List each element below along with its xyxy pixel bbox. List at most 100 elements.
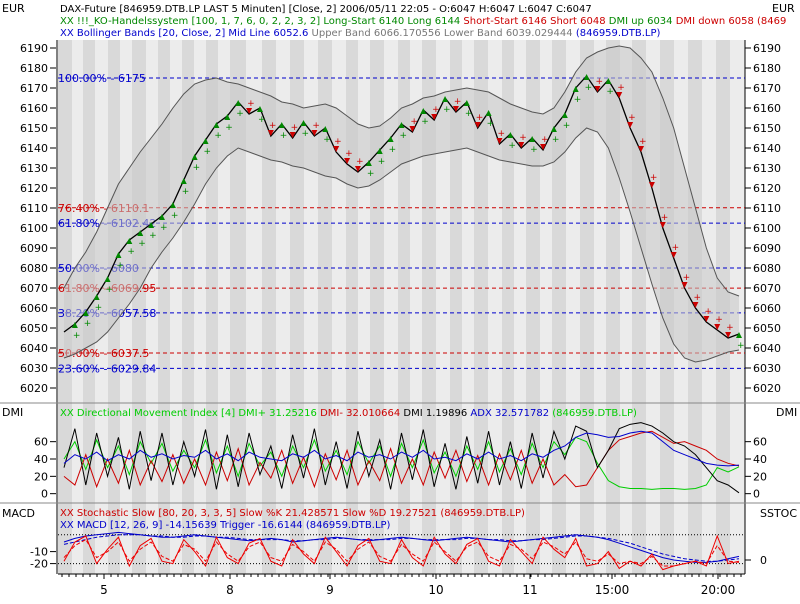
dmi-series-dmi: [63, 422, 740, 494]
session-band: [246, 40, 262, 574]
long-plus-marker: +: [204, 147, 212, 157]
price-left-tick-label: 6120: [20, 182, 48, 195]
short-signal-marker: [311, 130, 318, 136]
long-signal-marker: [420, 108, 427, 114]
long-plus-marker: +: [214, 131, 222, 141]
bollinger-bands-text: Upper Band 6066.170556 Lower Band 6039.0…: [312, 28, 573, 39]
dmi-legend-name: XX Directional Movement Index [4] DMI+ 3…: [60, 408, 317, 419]
long-plus-marker: +: [323, 135, 331, 145]
short-signal-marker: [518, 142, 525, 148]
long-plus-marker: +: [530, 145, 538, 155]
long-plus-marker: +: [465, 109, 473, 119]
price-left-tick-label: 6090: [20, 242, 48, 255]
short-signal-marker: [670, 252, 677, 258]
short-signal-marker: [496, 138, 503, 144]
price-right-tick-label: 6060: [753, 302, 781, 315]
long-signal-marker: [398, 122, 405, 128]
dmi-right-tick-label: 0: [753, 488, 760, 501]
short-plus-marker: +: [356, 157, 364, 167]
long-signal-marker: [278, 122, 285, 128]
bollinger-upper-line: [63, 45, 740, 297]
dmi-legend-adx: ADX 32.571782: [470, 408, 549, 419]
dmi-legend-dmi: DMI 1.19896: [403, 408, 467, 419]
session-band: [540, 40, 552, 574]
dmi-right-tick-label: 40: [753, 453, 767, 466]
long-plus-marker: +: [574, 95, 582, 105]
price-right-tick-label: 6040: [753, 342, 781, 355]
session-band: [398, 40, 410, 574]
long-signal-marker: [224, 114, 231, 120]
long-plus-marker: +: [389, 145, 397, 155]
long-plus-marker: +: [73, 331, 81, 341]
long-plus-marker: +: [236, 109, 244, 119]
long-signal-marker: [387, 136, 394, 142]
short-signal-marker: [648, 182, 655, 188]
short-plus-marker: +: [650, 173, 658, 183]
price-left-tick-label: 6180: [20, 62, 48, 75]
short-plus-marker: +: [345, 149, 353, 159]
dmi-legend: XX Directional Movement Index [4] DMI+ 3…: [60, 408, 637, 419]
x-axis-tick-label: 10: [428, 583, 443, 597]
short-signal-marker: [638, 146, 645, 152]
macd-right-label: SSTOC: [760, 507, 797, 520]
price-left-tick-label: 6040: [20, 342, 48, 355]
long-plus-marker: +: [302, 129, 310, 139]
session-band: [606, 40, 620, 574]
short-signal-marker: [616, 92, 623, 98]
long-plus-marker: +: [160, 223, 168, 233]
macd-series-macd: [63, 531, 740, 563]
long-signal-marker: [736, 332, 742, 338]
price-right-tick-label: 6180: [753, 62, 781, 75]
short-plus-marker: +: [269, 121, 277, 131]
long-signal-marker: [300, 120, 307, 126]
short-signal-marker: [659, 222, 666, 228]
short-plus-marker: +: [628, 113, 636, 123]
dmi-left-tick-label: 20: [34, 470, 48, 483]
x-axis-tick-label: 15:00: [595, 583, 630, 597]
price-right-tick-label: 6140: [753, 142, 781, 155]
price-left-tick-label: 6140: [20, 142, 48, 155]
price-right-tick-label: 6050: [753, 322, 781, 335]
dmi-legend-minus: DMI- 32.010664: [320, 408, 400, 419]
price-right-tick-label: 6190: [753, 42, 781, 55]
short-signal-marker: [474, 122, 481, 128]
short-plus-marker: +: [715, 315, 723, 325]
short-plus-marker: +: [617, 83, 625, 93]
short-plus-marker: +: [312, 121, 320, 131]
session-band: [410, 40, 422, 574]
long-signal-marker: [529, 136, 536, 142]
session-band: [262, 40, 276, 574]
long-signal-marker: [235, 100, 242, 106]
price-left-tick-label: 6130: [20, 162, 48, 175]
short-signal-marker: [594, 86, 601, 92]
long-plus-marker: +: [116, 261, 124, 271]
long-plus-marker: +: [487, 119, 495, 129]
long-plus-marker: +: [585, 83, 593, 93]
long-signal-marker: [148, 222, 155, 228]
ko-system-legend: XX !!!_KO-Handelssystem [100, 1, 7, 6, 0…: [60, 16, 786, 27]
dmi-left-tick-label: 0: [41, 488, 48, 501]
long-signal-marker: [104, 276, 111, 282]
long-signal-marker: [126, 238, 133, 244]
long-signal-marker: [256, 106, 263, 112]
long-signal-marker: [93, 294, 100, 300]
long-signal-marker: [507, 132, 514, 138]
short-plus-marker: +: [693, 293, 701, 303]
long-signal-marker: [191, 154, 198, 160]
short-signal-marker: [409, 126, 416, 132]
short-signal-marker: [681, 282, 688, 288]
x-axis: 5 8 9 10 11 15:00 20:00: [61, 574, 742, 597]
session-band: [594, 40, 606, 574]
long-plus-marker: +: [171, 211, 179, 221]
long-signal-marker: [583, 74, 590, 80]
dmi-right-tick-label: 20: [753, 470, 767, 483]
session-band: [358, 40, 370, 574]
short-plus-marker: +: [334, 137, 342, 147]
long-plus-marker: +: [280, 131, 288, 141]
dmi-series-adx: [63, 430, 740, 467]
long-signal-marker: [605, 78, 612, 84]
long-signal-marker: [561, 112, 568, 118]
dmi-series-dmiminus: [63, 430, 740, 489]
stoch-legend: XX Stochastic Slow [80, 20, 3, 3, 5] Slo…: [60, 508, 525, 519]
